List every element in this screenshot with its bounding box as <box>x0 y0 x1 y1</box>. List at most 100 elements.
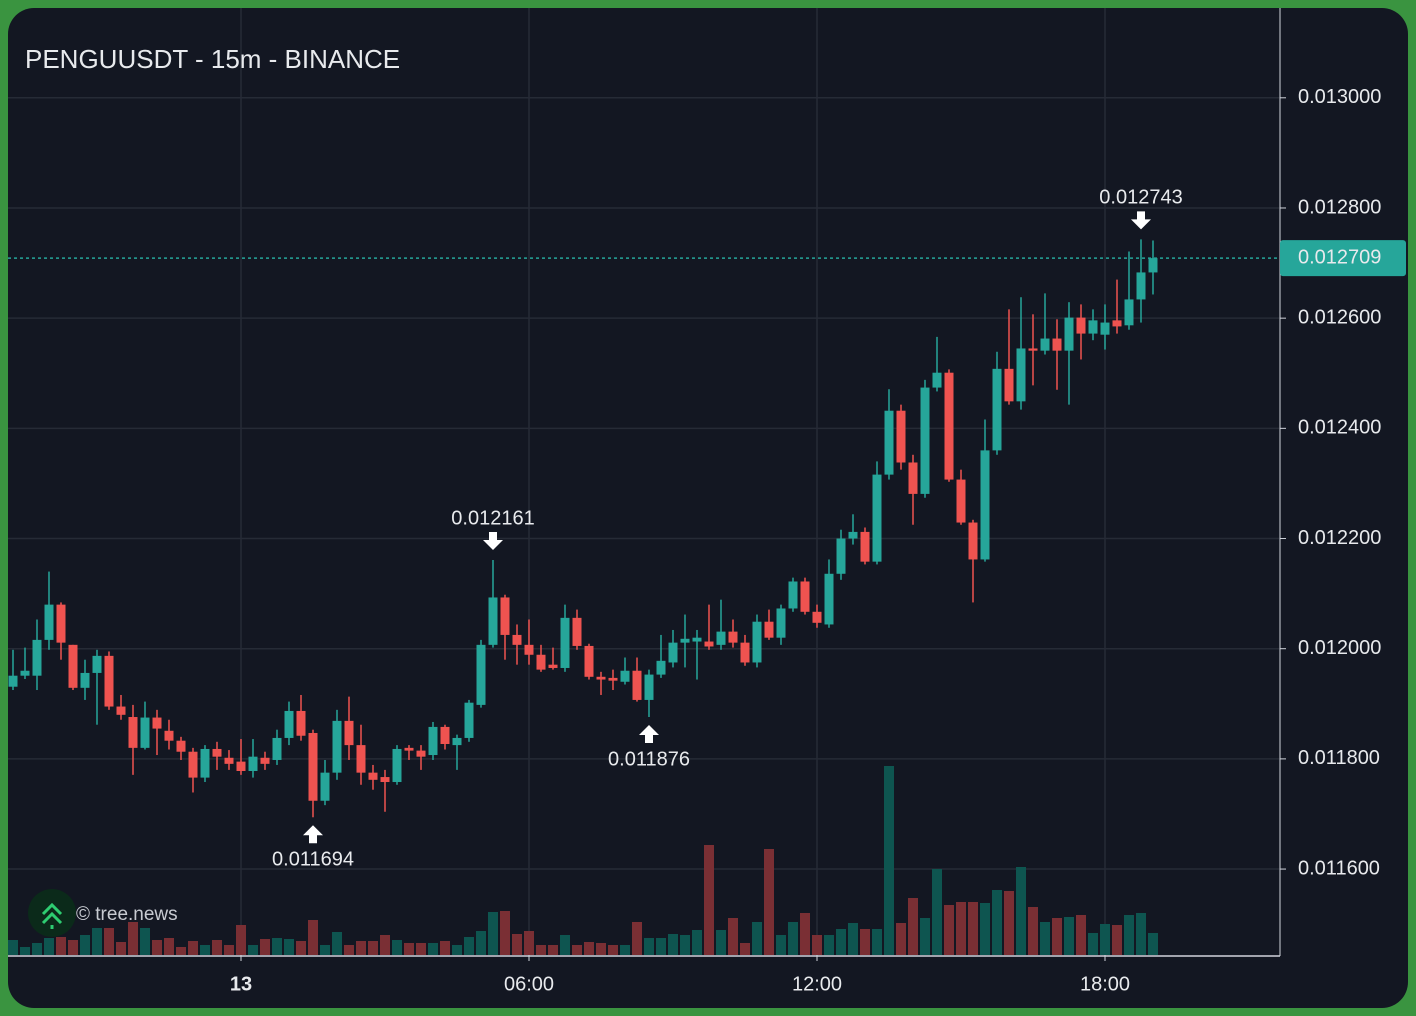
candle-body <box>152 717 162 729</box>
candle-body <box>8 675 18 687</box>
volume-bar <box>668 934 678 955</box>
candle-body <box>476 644 486 705</box>
volume-bar <box>368 941 378 955</box>
candle-body <box>236 761 246 771</box>
volume-bar <box>440 941 450 955</box>
chart-title: PENGUUSDT - 15m - BINANCE <box>25 44 400 74</box>
candle-body <box>908 462 918 494</box>
volume-bar <box>488 912 498 955</box>
candle-body <box>44 604 54 640</box>
candle-body <box>944 372 954 480</box>
candle-body <box>332 720 342 773</box>
volume-bar <box>608 945 618 955</box>
candle-body <box>1016 348 1026 402</box>
volume-bar <box>236 925 246 955</box>
volume-bar <box>56 937 66 955</box>
candle-body <box>668 642 678 663</box>
candle-body <box>32 639 42 676</box>
volume-bar <box>812 935 822 955</box>
volume-bar <box>728 918 738 955</box>
candle-body <box>356 745 366 773</box>
candle-body <box>536 654 546 670</box>
volume-bar <box>1028 907 1038 955</box>
high-arrow <box>483 532 503 551</box>
candle-body <box>488 597 498 645</box>
candle-body <box>212 748 222 757</box>
candle-body <box>176 740 186 752</box>
volume-bar <box>1088 933 1098 955</box>
candle-body <box>524 644 534 655</box>
candle-body <box>80 672 90 688</box>
volume-bar <box>536 945 546 955</box>
volume-bar <box>680 935 690 955</box>
volume-bar <box>224 945 234 955</box>
candle-body <box>860 531 870 562</box>
candle-body <box>440 726 450 745</box>
low-arrow <box>303 825 323 844</box>
volume-bar <box>584 942 594 955</box>
candle-body <box>224 757 234 764</box>
candle-body <box>296 710 306 736</box>
volume-bar <box>344 945 354 955</box>
volume-bar <box>428 943 438 955</box>
candle-body <box>716 631 726 645</box>
volume-bar <box>32 943 42 955</box>
x-tick-label: 06:00 <box>504 973 554 995</box>
y-tick-label: 0.011600 <box>1298 857 1380 879</box>
volume-bar <box>632 922 642 955</box>
volume-bar <box>248 945 258 955</box>
candle-body <box>56 604 66 643</box>
volume-layer <box>8 766 1158 955</box>
volume-bar <box>404 943 414 955</box>
candle-body <box>800 581 810 612</box>
volume-bar <box>788 922 798 955</box>
candle-body <box>392 748 402 783</box>
candle-body <box>548 664 558 668</box>
candle-body <box>1136 272 1146 300</box>
volume-bar <box>128 922 138 955</box>
volume-bar <box>644 938 654 955</box>
volume-bar <box>1064 917 1074 955</box>
last-price-box <box>1280 240 1406 277</box>
candle-body <box>200 748 210 778</box>
logo-chevrons <box>41 902 63 925</box>
candle-body <box>512 634 522 645</box>
volume-bar <box>1148 933 1158 955</box>
volume-bar <box>800 913 810 955</box>
candle-body <box>380 777 390 783</box>
volume-bar <box>524 931 534 955</box>
candle-body <box>404 747 414 751</box>
volume-bar <box>116 942 126 955</box>
candle-body <box>92 655 102 673</box>
volume-bar <box>356 941 366 955</box>
candle-body <box>764 621 774 638</box>
volume-bar <box>272 938 282 955</box>
candle-body <box>1112 320 1122 327</box>
volume-bar <box>284 939 294 955</box>
volume-bar <box>320 945 330 955</box>
candle-body <box>644 674 654 700</box>
volume-bar <box>620 945 630 955</box>
volume-bar <box>1016 867 1026 955</box>
volume-bar <box>1052 918 1062 955</box>
candle-body <box>776 608 786 638</box>
candle-body <box>500 597 510 635</box>
candle-body <box>1040 338 1050 351</box>
low-label: 0.011876 <box>608 748 690 770</box>
volume-bar <box>572 945 582 955</box>
candle-body <box>1148 258 1158 273</box>
candle-body <box>320 772 330 801</box>
candle-body <box>116 706 126 715</box>
candle-body <box>416 750 426 757</box>
candle-body <box>68 644 78 688</box>
volume-bar <box>1124 915 1134 955</box>
candle-body <box>728 631 738 643</box>
candle-body <box>752 621 762 663</box>
volume-bar <box>332 932 342 955</box>
watermark: © tree.news <box>76 904 178 925</box>
volume-bar <box>392 940 402 955</box>
volume-bar <box>704 845 714 955</box>
volume-bar <box>140 928 150 955</box>
candle-body <box>632 670 642 700</box>
volume-bar <box>44 938 54 955</box>
